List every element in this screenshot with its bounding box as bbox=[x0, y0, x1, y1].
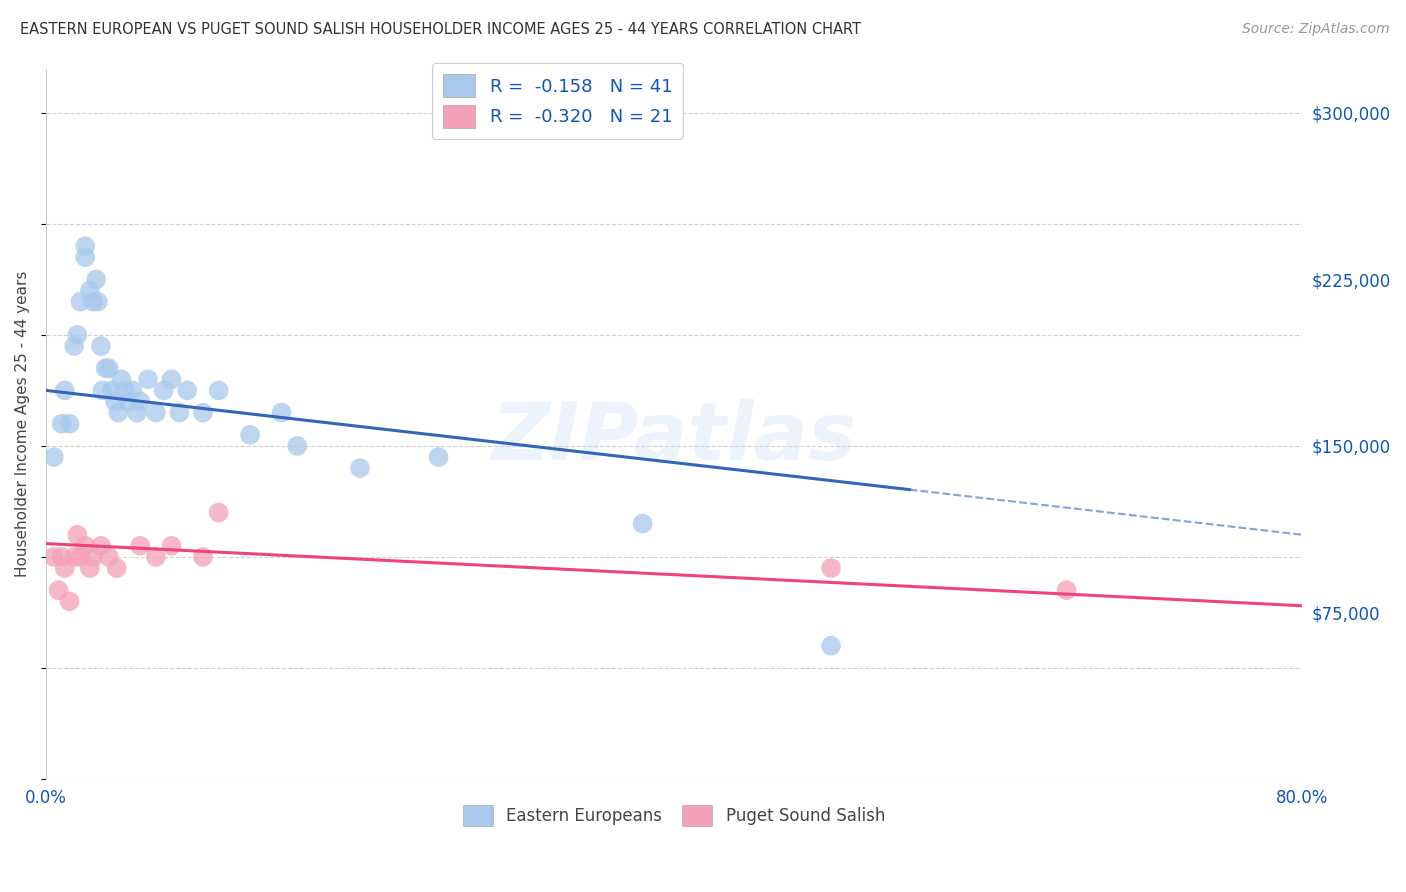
Point bbox=[145, 406, 167, 420]
Point bbox=[285, 439, 308, 453]
Point bbox=[48, 583, 70, 598]
Point bbox=[53, 561, 76, 575]
Point bbox=[75, 239, 97, 253]
Point bbox=[169, 406, 191, 420]
Point bbox=[69, 294, 91, 309]
Text: EASTERN EUROPEAN VS PUGET SOUND SALISH HOUSEHOLDER INCOME AGES 25 - 44 YEARS COR: EASTERN EUROPEAN VS PUGET SOUND SALISH H… bbox=[20, 22, 860, 37]
Point bbox=[125, 406, 148, 420]
Point bbox=[105, 561, 128, 575]
Point bbox=[90, 539, 112, 553]
Point bbox=[75, 539, 97, 553]
Point bbox=[63, 339, 86, 353]
Point bbox=[82, 549, 104, 564]
Point bbox=[349, 461, 371, 475]
Point bbox=[79, 561, 101, 575]
Point bbox=[101, 384, 124, 398]
Point bbox=[160, 372, 183, 386]
Point bbox=[42, 549, 65, 564]
Point bbox=[191, 406, 214, 420]
Point bbox=[51, 417, 73, 431]
Point bbox=[94, 361, 117, 376]
Point bbox=[58, 594, 80, 608]
Point bbox=[117, 394, 139, 409]
Point bbox=[631, 516, 654, 531]
Point bbox=[58, 417, 80, 431]
Point bbox=[176, 384, 198, 398]
Point bbox=[104, 394, 127, 409]
Point bbox=[152, 384, 174, 398]
Point bbox=[129, 539, 152, 553]
Point bbox=[87, 294, 110, 309]
Point bbox=[84, 272, 107, 286]
Point bbox=[820, 561, 842, 575]
Point bbox=[1056, 583, 1078, 598]
Point bbox=[208, 506, 231, 520]
Legend: Eastern Europeans, Puget Sound Salish: Eastern Europeans, Puget Sound Salish bbox=[454, 797, 893, 835]
Point bbox=[107, 406, 129, 420]
Point bbox=[66, 327, 89, 342]
Point bbox=[270, 406, 292, 420]
Point bbox=[82, 294, 104, 309]
Point bbox=[97, 549, 120, 564]
Text: Source: ZipAtlas.com: Source: ZipAtlas.com bbox=[1241, 22, 1389, 37]
Point bbox=[121, 384, 143, 398]
Point bbox=[97, 361, 120, 376]
Point bbox=[42, 450, 65, 464]
Point bbox=[91, 384, 114, 398]
Text: ZIPatlas: ZIPatlas bbox=[492, 399, 856, 477]
Point bbox=[129, 394, 152, 409]
Point bbox=[114, 384, 136, 398]
Y-axis label: Householder Income Ages 25 - 44 years: Householder Income Ages 25 - 44 years bbox=[15, 270, 30, 577]
Point bbox=[136, 372, 159, 386]
Point bbox=[90, 339, 112, 353]
Point bbox=[63, 549, 86, 564]
Point bbox=[110, 372, 132, 386]
Point bbox=[75, 250, 97, 264]
Point bbox=[191, 549, 214, 564]
Point bbox=[820, 639, 842, 653]
Point bbox=[145, 549, 167, 564]
Point bbox=[427, 450, 450, 464]
Point bbox=[79, 284, 101, 298]
Point bbox=[51, 549, 73, 564]
Point bbox=[160, 539, 183, 553]
Point bbox=[53, 384, 76, 398]
Point bbox=[208, 384, 231, 398]
Point bbox=[66, 527, 89, 541]
Point bbox=[239, 427, 262, 442]
Point bbox=[69, 549, 91, 564]
